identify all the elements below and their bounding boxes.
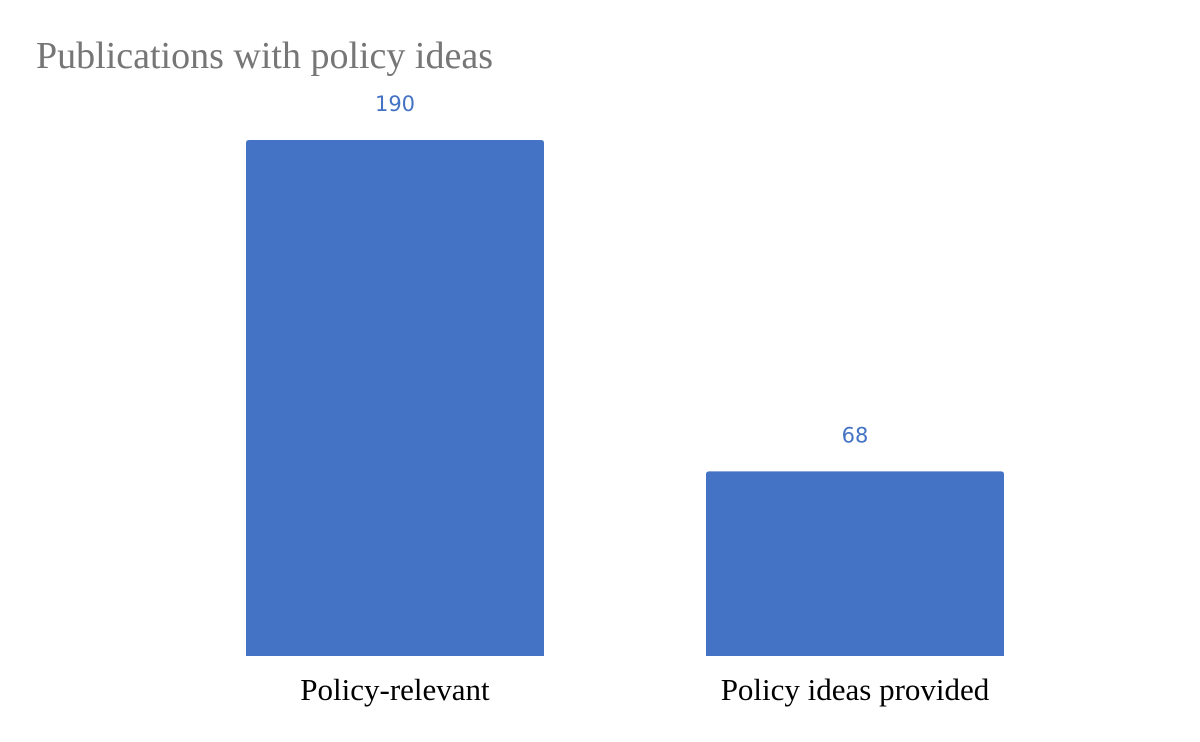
bar-1 [706, 471, 1004, 656]
category-label-0: Policy-relevant [300, 672, 490, 707]
category-label-1: Policy ideas provided [721, 672, 990, 707]
bar-0 [246, 140, 544, 656]
data-label-1: 68 [842, 423, 869, 447]
chart-title: Publications with policy ideas [36, 35, 494, 77]
data-label-0: 190 [375, 92, 415, 116]
